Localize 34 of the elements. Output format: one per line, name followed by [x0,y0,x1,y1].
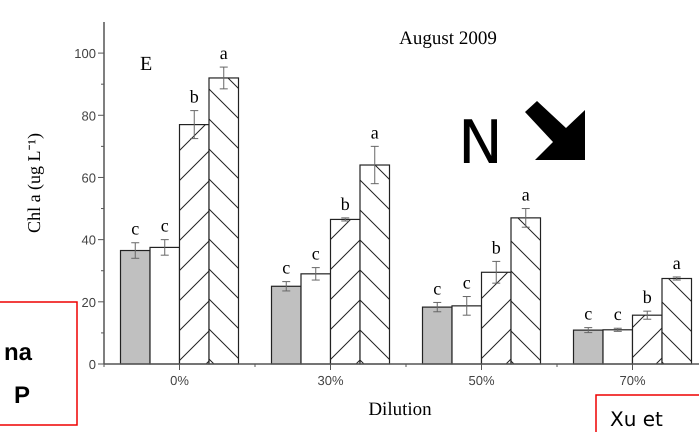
data-label: c [462,272,471,293]
data-label: a [370,122,379,142]
y-tick-label: 60 [82,170,96,186]
text: P [14,382,30,409]
data-label: c [584,304,592,324]
data-label: a [672,252,681,273]
y-tick-label: 20 [82,294,96,310]
data-label: b [492,237,501,258]
data-label: a [522,184,530,205]
y-tick-label: 40 [82,232,96,248]
data-label: a [220,43,228,64]
chart-title: August 2009 [399,28,497,49]
annotation: N [458,108,503,178]
y-tick-label: 0 [88,357,96,372]
x-axis-title: Dilution [368,399,432,420]
y-tick-label: 80 [82,108,96,124]
x-tick-label: 0% [170,373,190,388]
data-label: c [160,216,169,236]
y-tick-label: 100 [74,46,96,62]
x-tick-label: 30% [317,373,344,388]
data-label: c [312,244,320,264]
y-axis-title: Chl a (ug L⁻¹) [24,133,44,233]
data-label: c [131,218,140,239]
text: Xu et [610,407,664,431]
data-label: b [190,86,199,107]
data-label: b [340,194,350,214]
x-tick-label: 50% [468,373,495,388]
annotation: E [140,53,152,75]
data-label: c [433,278,442,298]
x-tick-label: 70% [619,373,646,388]
data-label: c [282,258,290,278]
data-label: c [614,304,622,324]
data-label: b [642,287,652,308]
text: na [4,339,33,366]
